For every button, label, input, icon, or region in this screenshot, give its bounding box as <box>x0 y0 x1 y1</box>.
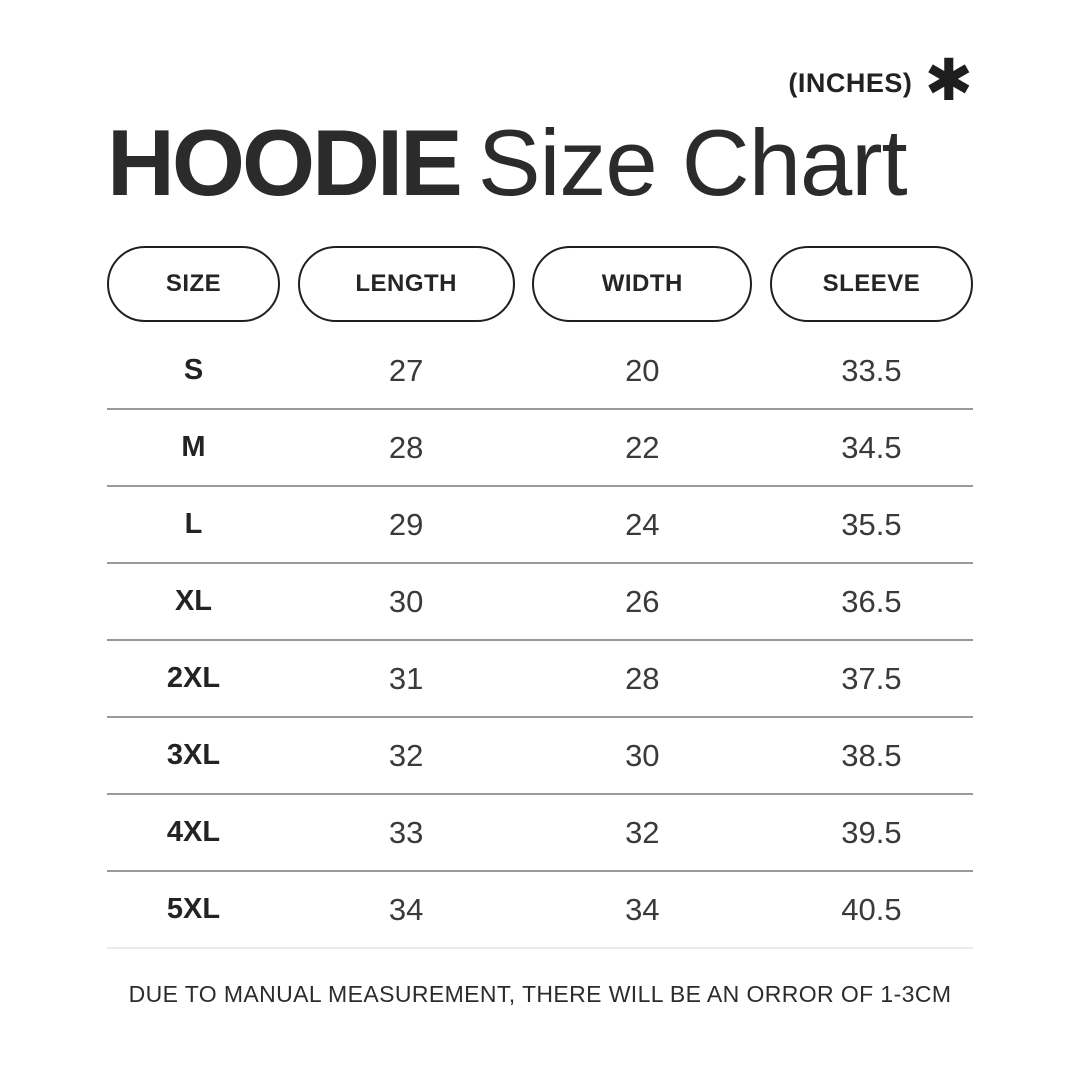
width-cell: 28 <box>625 660 660 696</box>
asterisk-icon: ✱ <box>924 45 973 114</box>
column-header-size: SIZE <box>107 246 280 322</box>
width-cell: 20 <box>625 352 660 388</box>
size-cell: XL <box>174 585 213 617</box>
width-cell: 22 <box>625 429 660 465</box>
length-cell: 31 <box>388 660 424 696</box>
sleeve-cell: 37.5 <box>841 660 902 696</box>
width-cell: 26 <box>625 583 660 619</box>
table-body: S 27 20 33.5 M 28 22 34.5 L 29 24 35.5 X… <box>107 333 973 949</box>
table-row-s: S 27 20 33.5 <box>107 333 973 410</box>
table-row-5xl: 5XL 34 34 40.5 <box>107 872 973 949</box>
measurement-disclaimer: DUE TO MANUAL MEASUREMENT, THERE WILL BE… <box>128 981 952 1007</box>
column-header-width: WIDTH <box>532 246 753 322</box>
table-row-3xl: 3XL 32 30 38.5 <box>107 718 973 795</box>
length-cell: 34 <box>388 891 424 927</box>
sleeve-cell: 33.5 <box>841 352 902 388</box>
size-cell: 2XL <box>166 662 221 694</box>
length-cell: 33 <box>388 814 424 850</box>
sleeve-cell: 39.5 <box>841 814 902 850</box>
page-title: HOODIE Size Chart <box>107 116 973 210</box>
length-cell: 29 <box>388 506 424 542</box>
sleeve-cell: 40.5 <box>841 891 902 927</box>
size-cell: M <box>181 431 206 463</box>
sleeve-cell: 35.5 <box>841 506 902 542</box>
size-cell: L <box>184 508 203 540</box>
table-row-2xl: 2XL 31 28 37.5 <box>107 641 973 718</box>
page-title-product: HOODIE <box>107 110 463 215</box>
units-label: (INCHES) <box>788 67 913 98</box>
column-header-sleeve: SLEEVE <box>769 246 973 322</box>
sleeve-cell: 38.5 <box>841 737 902 773</box>
width-cell: 32 <box>625 814 660 850</box>
page-title-suffix: Size Chart <box>477 110 908 215</box>
size-cell: 5XL <box>166 893 221 925</box>
width-cell: 30 <box>625 737 660 773</box>
size-cell: 4XL <box>166 816 221 848</box>
table-row-l: L 29 24 35.5 <box>107 487 973 564</box>
length-cell: 30 <box>388 583 424 619</box>
table-header-row: SIZE LENGTH WIDTH SLEEVE <box>107 246 973 322</box>
size-cell: 3XL <box>166 739 221 771</box>
size-cell: S <box>183 354 204 386</box>
length-cell: 32 <box>388 737 424 773</box>
sleeve-cell: 36.5 <box>841 583 902 619</box>
length-cell: 28 <box>388 429 424 465</box>
width-cell: 24 <box>625 506 660 542</box>
units-row: (INCHES) ✱ <box>107 0 973 116</box>
length-cell: 27 <box>388 352 424 388</box>
table-row-m: M 28 22 34.5 <box>107 410 973 487</box>
width-cell: 34 <box>625 891 660 927</box>
column-header-length: LENGTH <box>297 246 515 322</box>
table-row-4xl: 4XL 33 32 39.5 <box>107 795 973 872</box>
sleeve-cell: 34.5 <box>841 429 902 465</box>
table-row-xl: XL 30 26 36.5 <box>107 564 973 641</box>
